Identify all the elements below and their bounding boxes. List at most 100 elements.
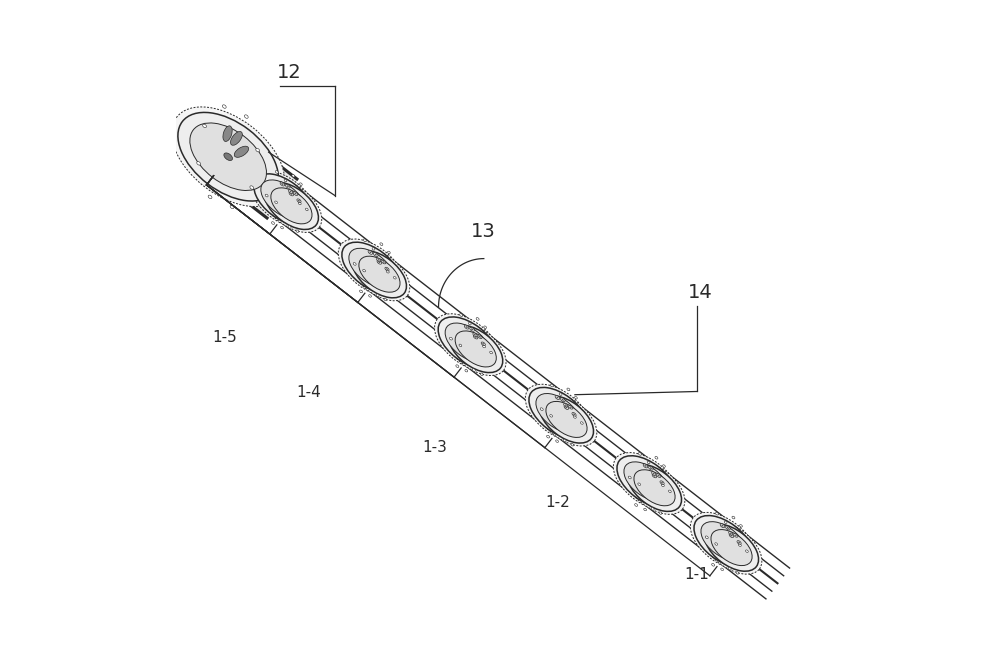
Ellipse shape bbox=[726, 526, 730, 530]
Ellipse shape bbox=[288, 226, 291, 228]
Ellipse shape bbox=[474, 334, 476, 335]
Ellipse shape bbox=[203, 124, 206, 127]
Ellipse shape bbox=[728, 567, 731, 570]
Ellipse shape bbox=[736, 571, 739, 574]
Ellipse shape bbox=[730, 532, 732, 534]
Ellipse shape bbox=[653, 473, 655, 474]
Ellipse shape bbox=[244, 115, 248, 118]
Ellipse shape bbox=[377, 258, 381, 262]
Ellipse shape bbox=[657, 474, 661, 478]
Ellipse shape bbox=[172, 107, 285, 207]
Ellipse shape bbox=[261, 179, 322, 233]
Ellipse shape bbox=[575, 396, 577, 399]
Ellipse shape bbox=[363, 239, 366, 242]
Ellipse shape bbox=[456, 365, 459, 367]
Ellipse shape bbox=[369, 252, 371, 254]
Ellipse shape bbox=[290, 193, 292, 195]
Ellipse shape bbox=[727, 527, 729, 529]
Ellipse shape bbox=[529, 387, 588, 439]
Ellipse shape bbox=[265, 194, 268, 197]
Ellipse shape bbox=[297, 199, 301, 203]
Ellipse shape bbox=[715, 543, 718, 545]
Ellipse shape bbox=[570, 406, 572, 408]
Ellipse shape bbox=[547, 436, 550, 438]
Ellipse shape bbox=[377, 260, 382, 264]
Ellipse shape bbox=[464, 325, 469, 329]
Ellipse shape bbox=[290, 190, 292, 192]
Ellipse shape bbox=[281, 183, 283, 185]
Ellipse shape bbox=[734, 534, 738, 538]
Ellipse shape bbox=[561, 398, 565, 402]
Ellipse shape bbox=[565, 404, 567, 406]
Ellipse shape bbox=[661, 484, 664, 487]
Ellipse shape bbox=[569, 406, 573, 409]
Ellipse shape bbox=[470, 328, 474, 332]
Ellipse shape bbox=[474, 336, 477, 338]
Ellipse shape bbox=[261, 180, 306, 219]
Ellipse shape bbox=[294, 192, 298, 196]
Ellipse shape bbox=[624, 462, 685, 514]
Ellipse shape bbox=[481, 342, 485, 346]
Ellipse shape bbox=[613, 452, 679, 510]
Ellipse shape bbox=[724, 521, 727, 523]
Ellipse shape bbox=[571, 443, 574, 446]
Ellipse shape bbox=[342, 242, 401, 293]
Ellipse shape bbox=[721, 568, 723, 571]
Ellipse shape bbox=[651, 508, 654, 510]
Ellipse shape bbox=[284, 179, 287, 182]
Ellipse shape bbox=[360, 290, 363, 292]
Ellipse shape bbox=[705, 536, 708, 539]
Ellipse shape bbox=[224, 153, 232, 161]
Ellipse shape bbox=[536, 393, 581, 432]
Ellipse shape bbox=[738, 541, 740, 543]
Ellipse shape bbox=[254, 174, 313, 225]
Text: 13: 13 bbox=[471, 222, 496, 241]
Ellipse shape bbox=[721, 525, 724, 527]
Ellipse shape bbox=[368, 250, 373, 254]
Ellipse shape bbox=[460, 314, 463, 317]
Ellipse shape bbox=[445, 323, 490, 362]
Text: 1-4: 1-4 bbox=[296, 385, 321, 400]
Ellipse shape bbox=[628, 476, 631, 479]
Ellipse shape bbox=[701, 522, 746, 561]
Ellipse shape bbox=[705, 524, 759, 571]
Ellipse shape bbox=[375, 254, 377, 255]
Ellipse shape bbox=[455, 331, 496, 367]
Ellipse shape bbox=[740, 525, 742, 527]
Ellipse shape bbox=[643, 464, 648, 468]
Ellipse shape bbox=[197, 162, 201, 165]
Ellipse shape bbox=[738, 543, 741, 547]
Ellipse shape bbox=[298, 200, 300, 201]
Ellipse shape bbox=[550, 384, 553, 387]
Ellipse shape bbox=[663, 465, 665, 467]
Ellipse shape bbox=[536, 393, 597, 446]
Ellipse shape bbox=[660, 481, 664, 484]
Ellipse shape bbox=[644, 508, 646, 511]
Ellipse shape bbox=[275, 170, 278, 174]
Ellipse shape bbox=[729, 534, 734, 538]
Ellipse shape bbox=[468, 322, 471, 325]
Text: 1-1: 1-1 bbox=[684, 567, 709, 582]
Ellipse shape bbox=[647, 462, 650, 463]
Ellipse shape bbox=[378, 261, 380, 263]
Ellipse shape bbox=[466, 326, 468, 328]
Ellipse shape bbox=[289, 190, 293, 194]
Text: 1-5: 1-5 bbox=[212, 330, 237, 345]
Ellipse shape bbox=[250, 171, 316, 228]
Ellipse shape bbox=[565, 406, 567, 408]
Ellipse shape bbox=[555, 396, 560, 400]
Ellipse shape bbox=[393, 276, 396, 279]
Ellipse shape bbox=[624, 462, 669, 501]
Ellipse shape bbox=[382, 260, 386, 264]
Ellipse shape bbox=[223, 126, 232, 142]
Ellipse shape bbox=[374, 253, 378, 257]
Ellipse shape bbox=[658, 474, 660, 476]
Ellipse shape bbox=[480, 373, 483, 376]
Ellipse shape bbox=[694, 515, 753, 567]
Ellipse shape bbox=[490, 351, 492, 354]
Ellipse shape bbox=[650, 467, 652, 469]
Ellipse shape bbox=[525, 384, 591, 442]
Ellipse shape bbox=[659, 512, 662, 514]
Ellipse shape bbox=[559, 393, 562, 395]
Ellipse shape bbox=[638, 452, 641, 455]
